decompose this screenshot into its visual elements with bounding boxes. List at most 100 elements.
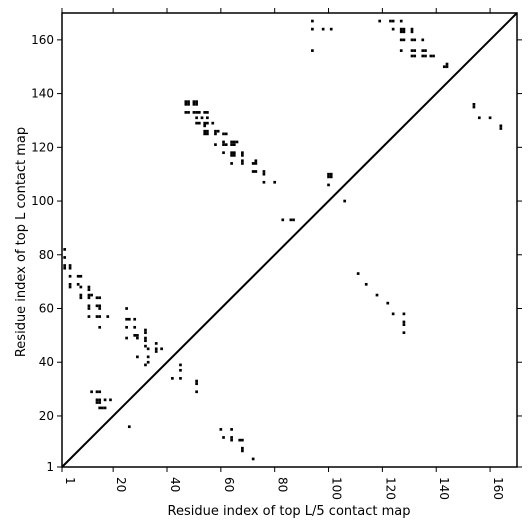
contact-point-top-l5 [146,347,150,351]
contact-point-top-l5 [391,312,395,316]
contact-point-top-l5 [95,390,99,394]
contact-point-top-l5 [364,282,368,286]
contact-point-top-l [262,172,266,176]
contact-point-top-l [254,162,258,165]
contact-point-top-l5 [90,390,93,394]
contact-point-top-l [232,154,236,157]
contact-point-top-l [329,172,333,176]
contact-point-top-l [195,102,198,106]
x-tick-label: 120 [383,477,397,500]
contact-point-top-l [329,27,333,31]
contact-point-top-l [230,140,233,144]
contact-point-top-l [402,30,406,34]
contact-point-top-l5 [219,428,223,431]
contact-point-top-l5 [87,304,91,308]
contact-point-top-l [399,38,403,42]
contact-point-top-l [206,121,209,125]
contact-point-top-l5 [133,325,137,329]
y-tick-label: 40 [39,355,54,369]
contact-point-top-l [214,132,217,136]
contact-point-top-l [187,111,190,114]
contact-point-top-l5 [98,296,102,300]
contact-point-top-l5 [95,315,99,318]
contact-point-top-l5 [87,293,91,297]
contact-point-top-l [235,140,239,144]
contact-point-top-l5 [63,264,67,267]
contact-point-top-l [424,54,427,58]
contact-point-top-l5 [125,317,128,321]
plot-frame [61,12,518,468]
x-tick-label: 100 [330,477,344,500]
contact-point-top-l [203,121,207,125]
contact-point-top-l5 [195,382,198,386]
upper-contacts [184,19,503,222]
x-tick-label: 40 [168,477,182,492]
contact-point-top-l [445,62,449,66]
contact-point-top-l [421,49,425,52]
contact-point-top-l [197,111,201,114]
contact-point-top-l5 [125,336,128,340]
contact-point-top-l5 [87,307,91,310]
contact-point-top-l [413,54,417,58]
contact-point-top-l [402,38,406,42]
x-axis-ticks: 1 20 40 60 80 100 120 140 160 [61,8,505,500]
contact-point-top-l [391,27,395,31]
contact-point-top-l5 [171,377,174,380]
contact-point-top-l5 [87,315,91,318]
contact-point-top-l5 [222,436,225,439]
contact-point-top-l5 [95,296,99,300]
contact-point-top-l5 [63,248,67,251]
contact-point-top-l5 [98,406,102,410]
contact-point-top-l5 [160,347,163,351]
contact-point-top-l [251,170,255,173]
contact-point-top-l5 [90,293,93,297]
contact-point-top-l5 [103,398,107,402]
contact-point-top-l [311,19,314,23]
contact-point-top-l [378,19,382,23]
contact-point-top-l [472,102,476,106]
contact-point-top-l5 [79,285,83,289]
contact-point-top-l [399,49,403,52]
contact-point-top-l5 [195,379,198,383]
contact-point-top-l5 [79,296,83,300]
contact-point-top-l [230,154,233,157]
contact-point-top-l [184,100,188,103]
contact-point-top-l [224,132,228,136]
contact-point-top-l5 [98,304,102,308]
contact-point-top-l5 [76,274,80,278]
contact-point-top-l5 [101,406,104,410]
contact-point-top-l [192,102,196,106]
contact-point-top-l [311,49,314,52]
contact-point-top-l5 [144,331,147,335]
contact-point-top-l [187,100,190,103]
contact-point-top-l [391,19,395,23]
contact-point-top-l5 [230,428,233,431]
contact-point-top-l5 [146,355,150,359]
contact-point-top-l5 [144,336,147,340]
x-tick-label: 60 [222,477,236,492]
y-tick-label: 160 [31,33,54,47]
contact-point-top-l5 [68,274,72,278]
contact-point-top-l [206,129,209,133]
contact-point-top-l [222,151,225,155]
contact-point-top-l [410,38,414,42]
y-tick-label: 1 [46,460,54,474]
y-tick-label: 120 [31,140,54,154]
contact-point-top-l [203,124,207,128]
contact-point-top-l5 [136,355,139,359]
contact-point-top-l5 [402,320,406,324]
contact-point-top-l [241,162,244,165]
contact-point-top-l5 [127,425,131,429]
lower-contacts [63,248,406,461]
contact-point-top-l [214,129,217,133]
contact-point-top-l [311,27,314,31]
contact-point-top-l [232,143,236,146]
contact-point-top-l5 [106,315,110,318]
contact-point-top-l [203,129,207,133]
contact-point-top-l5 [98,307,102,310]
x-tick-label: 140 [437,477,451,500]
contact-point-top-l [421,54,425,58]
contact-point-top-l5 [98,398,102,402]
